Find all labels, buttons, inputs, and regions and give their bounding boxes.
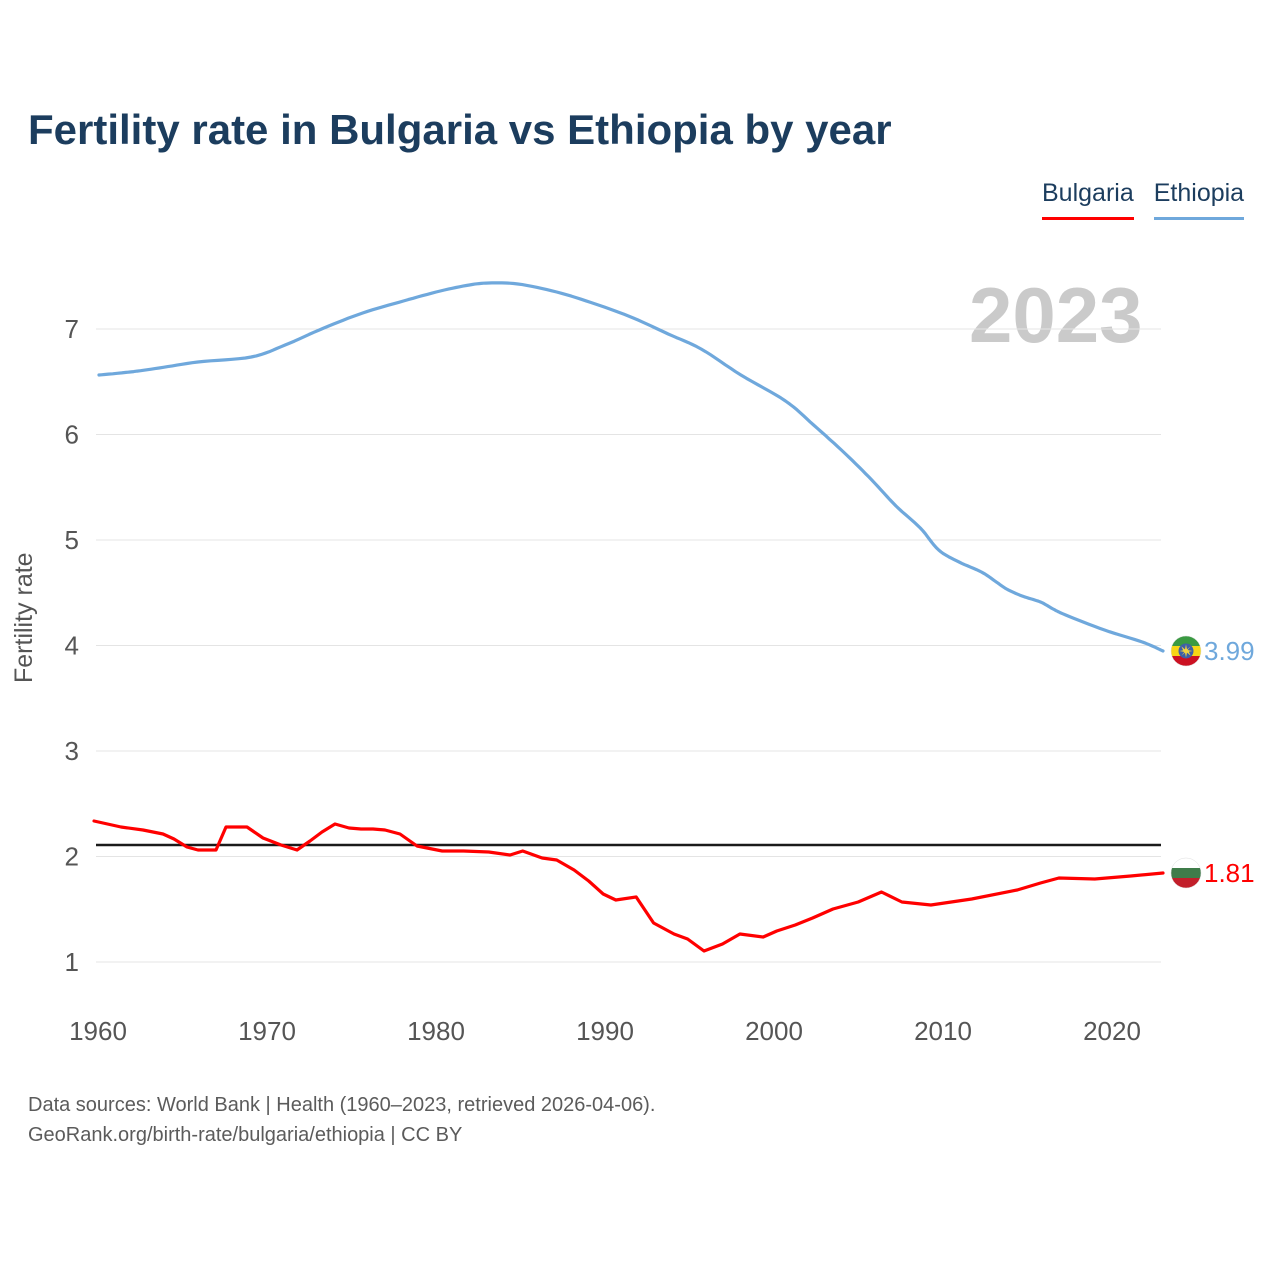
svg-text:2020: 2020 xyxy=(1083,1016,1141,1046)
svg-text:5: 5 xyxy=(65,525,79,555)
svg-text:6: 6 xyxy=(65,420,79,450)
svg-text:7: 7 xyxy=(65,314,79,344)
svg-text:1970: 1970 xyxy=(238,1016,296,1046)
svg-text:1990: 1990 xyxy=(576,1016,634,1046)
svg-text:2000: 2000 xyxy=(745,1016,803,1046)
svg-text:4: 4 xyxy=(65,631,79,661)
svg-text:2010: 2010 xyxy=(914,1016,972,1046)
svg-text:1960: 1960 xyxy=(69,1016,127,1046)
svg-text:2: 2 xyxy=(65,842,79,872)
svg-text:1: 1 xyxy=(65,947,79,977)
svg-text:1980: 1980 xyxy=(407,1016,465,1046)
svg-text:3: 3 xyxy=(65,736,79,766)
